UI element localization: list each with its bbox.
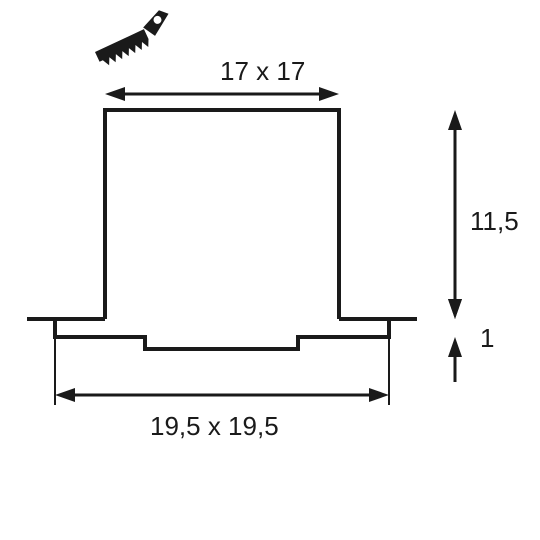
dim-flange-height-label: 1 [480,323,494,353]
fixture-profile [55,110,389,349]
dim-height-label: 11,5 [470,206,519,236]
saw-icon [90,7,177,68]
technical-drawing: 17 x 17 19,5 x 19,5 11,5 1 [0,0,540,540]
dim-cutout-label: 17 x 17 [220,56,305,86]
dim-overall-width-label: 19,5 x 19,5 [150,411,279,441]
